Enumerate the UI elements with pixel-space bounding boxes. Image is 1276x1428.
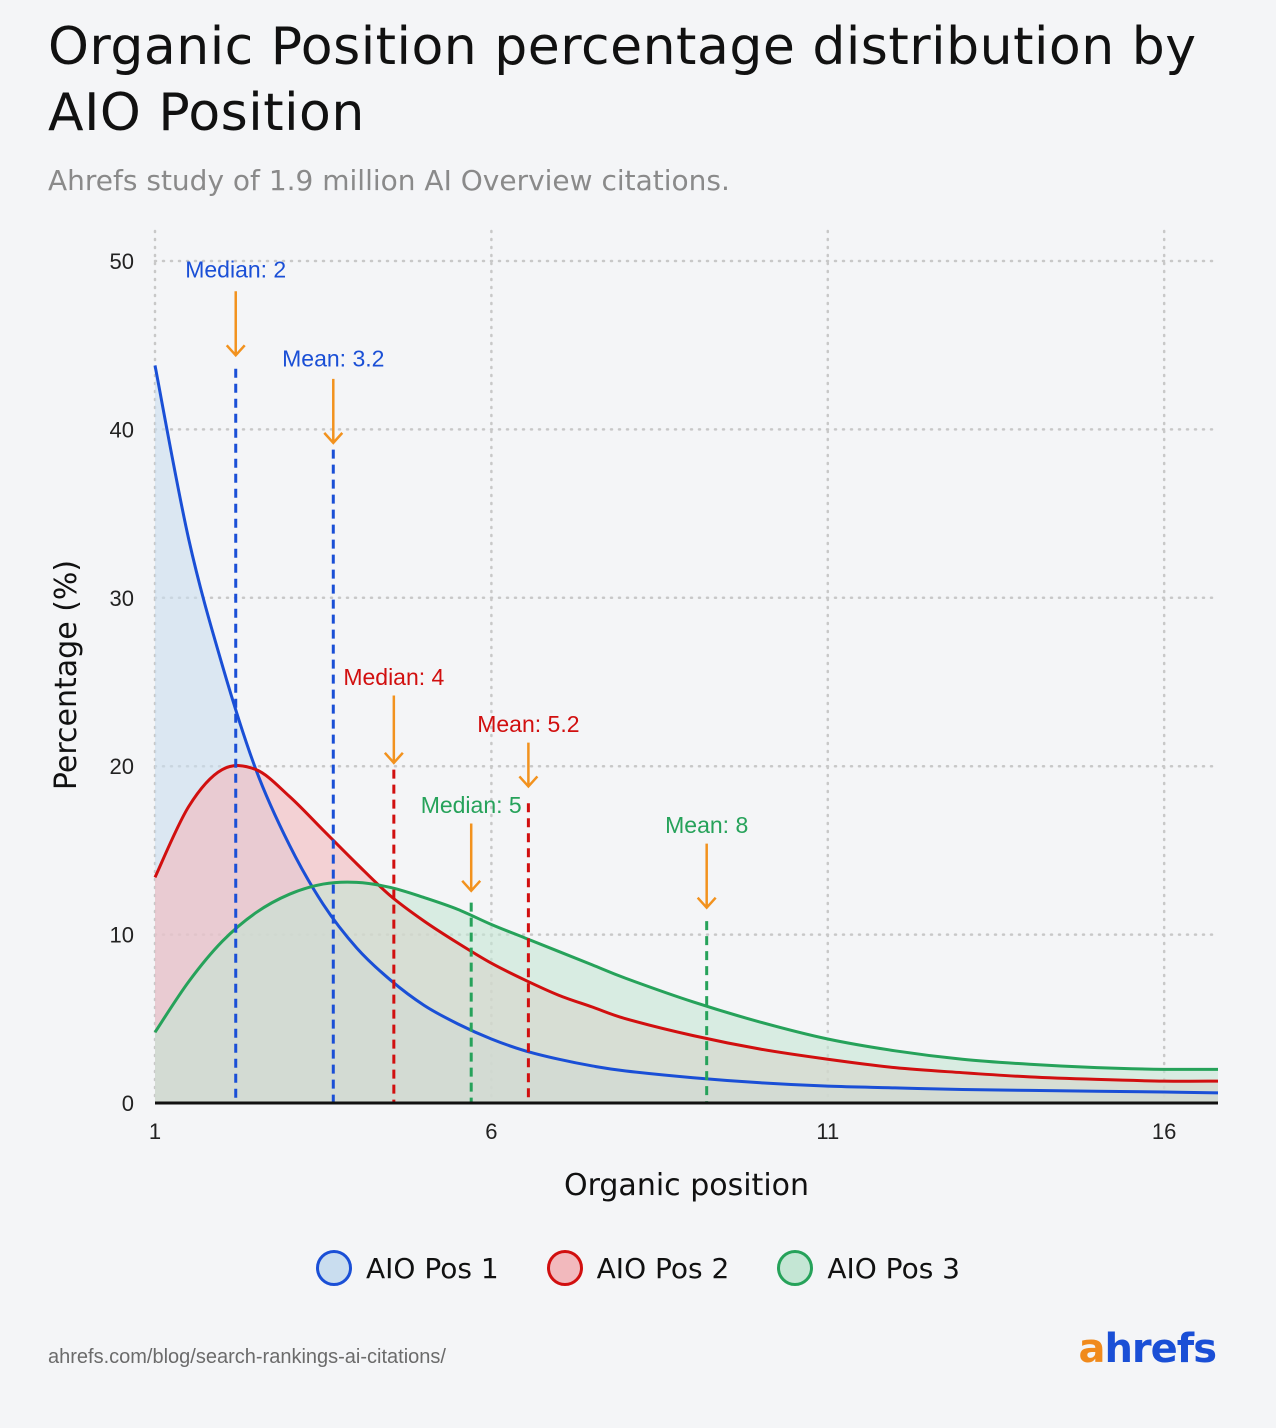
chart-title: Organic Position percentage distribution… <box>48 17 1197 143</box>
source-url[interactable]: ahrefs.com/blog/search-rankings-ai-citat… <box>48 1346 446 1368</box>
legend-item-pos3: AIO Pos 3 <box>777 1250 960 1286</box>
y-tick-label: 0 <box>122 1091 134 1116</box>
annotation-arrow-head <box>383 751 404 765</box>
y-tick-label: 20 <box>110 754 134 779</box>
legend-swatch-pos1 <box>315 1250 352 1286</box>
annotation-arrow-head <box>696 896 717 910</box>
chart-subtitle: Ahrefs study of 1.9 million AI Overview … <box>48 164 730 197</box>
annotation-arrow-head <box>225 344 246 358</box>
annotation-arrow-head <box>461 879 482 893</box>
y-tick-label: 40 <box>110 417 134 442</box>
area-layer <box>155 365 1218 1104</box>
ahrefs-logo: ahrefs <box>1078 1326 1217 1372</box>
series-line-pos3 <box>153 880 1219 1071</box>
annotation-arrow-head <box>518 775 539 789</box>
legend-item-pos2: AIO Pos 2 <box>546 1250 730 1286</box>
logo-part-a: a <box>1078 1326 1105 1372</box>
line-layer <box>153 365 1219 1095</box>
annotation-label: Mean: 8 <box>665 812 748 838</box>
annotation-layer: Median: 2 Mean: 3.2 Median: 4 Mean: 5.2 Medi… <box>185 256 748 1103</box>
legend-label-pos2: AIO Pos 2 <box>596 1251 730 1285</box>
legend-swatch-pos3 <box>777 1250 814 1286</box>
annotation-label: Median: 5 <box>421 792 522 818</box>
axis-label-layer: Organic position Percentage (%) <box>49 560 809 1203</box>
annotation-label: Median: 2 <box>185 256 286 282</box>
logo-part-rest: hrefs <box>1104 1326 1217 1372</box>
annotation-label: Median: 4 <box>343 664 444 690</box>
x-tick-label: 16 <box>1152 1119 1176 1144</box>
series-line-pos2 <box>153 764 1219 1083</box>
y-tick-label: 10 <box>110 923 134 948</box>
y-tick-label: 50 <box>110 249 134 274</box>
legend-item-pos1: AIO Pos 1 <box>315 1250 499 1286</box>
annotation-arrow-head <box>323 432 344 445</box>
annotation-label: Mean: 3.2 <box>282 346 384 372</box>
x-tick-label: 1 <box>149 1119 161 1144</box>
legend-label-pos3: AIO Pos 3 <box>827 1251 960 1285</box>
y-tick-label: 30 <box>110 586 134 611</box>
legend-label-pos1: AIO Pos 1 <box>365 1251 499 1285</box>
x-axis-title: Organic position <box>564 1168 809 1203</box>
area-pos3 <box>155 882 1218 1103</box>
chart-canvas: Median: 2 Mean: 3.2 Median: 4 Mean: 5.2 Medi… <box>49 229 1220 1203</box>
x-tick-label: 6 <box>485 1119 497 1144</box>
annotation-label: Mean: 5.2 <box>477 711 579 737</box>
x-tick-label: 11 <box>816 1119 839 1144</box>
y-axis-title: Percentage (%) <box>49 560 84 790</box>
legend: AIO Pos 1 AIO Pos 2 AIO Pos 3 <box>0 1250 1276 1286</box>
legend-swatch-pos2 <box>546 1250 583 1286</box>
